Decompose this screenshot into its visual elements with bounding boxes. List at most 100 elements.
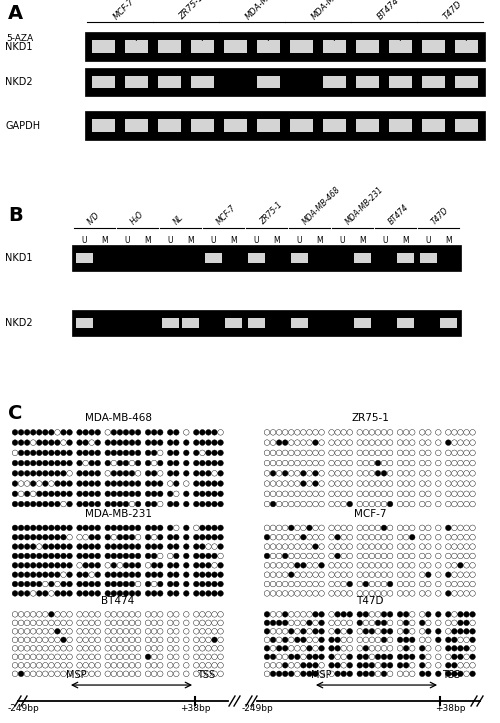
Circle shape	[270, 572, 276, 578]
Text: U: U	[383, 236, 388, 245]
Circle shape	[184, 612, 189, 617]
Circle shape	[458, 654, 463, 659]
Circle shape	[158, 440, 163, 445]
Circle shape	[30, 450, 36, 455]
Circle shape	[36, 501, 42, 507]
Circle shape	[329, 491, 334, 497]
Circle shape	[276, 461, 282, 466]
Circle shape	[18, 553, 24, 559]
Circle shape	[218, 581, 224, 587]
Circle shape	[335, 620, 340, 625]
Circle shape	[410, 612, 415, 617]
Circle shape	[341, 572, 346, 578]
Circle shape	[18, 620, 24, 625]
Circle shape	[335, 646, 340, 651]
Circle shape	[426, 612, 431, 617]
Circle shape	[306, 591, 312, 596]
Circle shape	[341, 662, 346, 668]
Circle shape	[123, 440, 129, 445]
Circle shape	[200, 471, 205, 476]
Circle shape	[288, 501, 294, 507]
Circle shape	[388, 525, 393, 531]
Circle shape	[300, 562, 306, 568]
Circle shape	[470, 525, 476, 531]
Circle shape	[54, 671, 60, 677]
Circle shape	[48, 534, 54, 540]
Circle shape	[136, 534, 141, 540]
Circle shape	[54, 429, 60, 435]
Circle shape	[446, 553, 451, 559]
Circle shape	[30, 572, 36, 578]
Circle shape	[146, 534, 151, 540]
Circle shape	[174, 534, 179, 540]
Circle shape	[306, 534, 312, 540]
Circle shape	[66, 481, 72, 487]
Circle shape	[288, 450, 294, 455]
Circle shape	[146, 471, 151, 476]
Circle shape	[300, 461, 306, 466]
Circle shape	[312, 612, 318, 617]
Circle shape	[375, 525, 381, 531]
Circle shape	[218, 553, 224, 559]
Circle shape	[420, 562, 425, 568]
Circle shape	[123, 671, 129, 677]
Circle shape	[174, 553, 179, 559]
Circle shape	[288, 628, 294, 634]
Circle shape	[218, 534, 224, 540]
Circle shape	[470, 562, 476, 568]
Circle shape	[168, 654, 173, 659]
Circle shape	[347, 572, 352, 578]
Circle shape	[426, 662, 431, 668]
Circle shape	[42, 628, 48, 634]
Circle shape	[381, 450, 387, 455]
Circle shape	[95, 553, 100, 559]
Circle shape	[458, 637, 463, 643]
Text: T47D: T47D	[430, 206, 451, 227]
Circle shape	[375, 534, 381, 540]
Circle shape	[329, 471, 334, 476]
Circle shape	[111, 450, 116, 455]
Circle shape	[270, 525, 276, 531]
Circle shape	[341, 440, 346, 445]
Circle shape	[18, 662, 24, 668]
Circle shape	[194, 461, 199, 466]
Circle shape	[452, 525, 457, 531]
Circle shape	[294, 654, 300, 659]
Circle shape	[129, 671, 135, 677]
Circle shape	[446, 671, 451, 677]
Text: NKD2: NKD2	[5, 318, 32, 328]
Circle shape	[388, 461, 393, 466]
Circle shape	[152, 525, 157, 531]
Circle shape	[335, 544, 340, 549]
Circle shape	[264, 544, 270, 549]
Circle shape	[306, 553, 312, 559]
Circle shape	[158, 501, 163, 507]
Circle shape	[458, 461, 463, 466]
Circle shape	[452, 553, 457, 559]
Circle shape	[105, 461, 110, 466]
Bar	[85, 33, 485, 61]
Text: M: M	[316, 236, 323, 245]
Circle shape	[369, 591, 374, 596]
Circle shape	[318, 471, 324, 476]
Circle shape	[458, 628, 463, 634]
Circle shape	[18, 544, 24, 549]
Circle shape	[282, 501, 288, 507]
Circle shape	[470, 628, 476, 634]
Circle shape	[381, 654, 387, 659]
Bar	[190, 40, 214, 53]
Circle shape	[420, 572, 425, 578]
Circle shape	[105, 481, 110, 487]
Circle shape	[54, 637, 60, 643]
Circle shape	[42, 646, 48, 651]
Circle shape	[184, 572, 189, 578]
Circle shape	[12, 662, 18, 668]
Circle shape	[12, 429, 18, 435]
Circle shape	[158, 572, 163, 578]
Circle shape	[117, 553, 122, 559]
Circle shape	[264, 646, 270, 651]
Circle shape	[111, 534, 116, 540]
Circle shape	[410, 534, 415, 540]
Bar	[388, 119, 412, 132]
Circle shape	[136, 646, 141, 651]
